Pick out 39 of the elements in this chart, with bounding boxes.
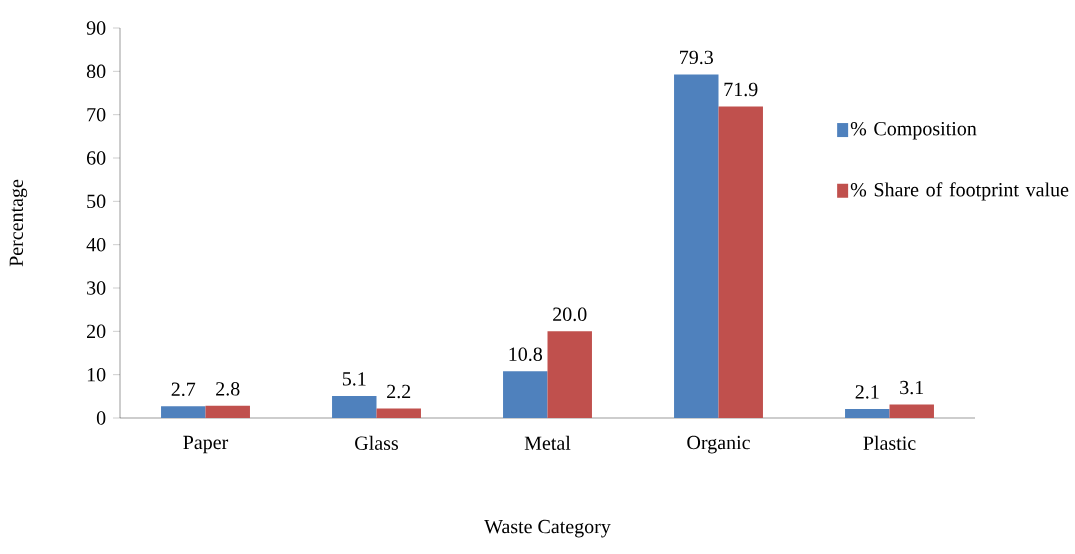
y-tick-label: 40 (86, 237, 106, 252)
bar (161, 406, 206, 418)
bar (332, 395, 377, 418)
bar (205, 405, 250, 418)
y-tick-label: 80 (86, 64, 106, 79)
y-tick-label: 0 (96, 411, 106, 425)
y-tick-label: 90 (86, 21, 106, 35)
data-label: 2.8 (216, 382, 240, 396)
data-label: 5.1 (342, 372, 366, 386)
y-tick-label: 10 (87, 367, 106, 382)
x-tick-label: Paper (183, 435, 229, 454)
bar (718, 106, 763, 418)
bar (376, 408, 421, 418)
x-tick-label: Plastic (863, 435, 916, 450)
x-tick-label: Metal (524, 435, 571, 450)
bar (845, 408, 890, 418)
data-label: 2.7 (171, 382, 196, 397)
data-label: 2.1 (855, 385, 879, 399)
y-tick-label: 30 (87, 281, 106, 295)
y-tick-label: 70 (87, 107, 106, 122)
bar (503, 371, 548, 418)
y-tick-label: 60 (87, 151, 106, 165)
legend-label: % Composition (850, 121, 977, 140)
y-axis-title: Percentage (9, 179, 28, 267)
y-tick-label: 50 (87, 194, 106, 209)
data-label: 2.2 (387, 384, 411, 399)
bar (674, 74, 719, 418)
x-tick-label: Organic (687, 435, 750, 454)
y-tick-label: 20 (87, 324, 106, 339)
legend-label: % Share of footprint value (850, 182, 1069, 201)
data-label: 3.1 (900, 380, 924, 395)
data-label: 10.8 (509, 347, 543, 361)
x-tick-label: Glass (355, 435, 398, 450)
data-label: 71.9 (724, 82, 758, 97)
x-axis-title: Waste Category (484, 519, 611, 538)
bar (889, 404, 934, 418)
bar (547, 331, 592, 418)
data-label: 79.3 (680, 50, 713, 65)
data-label: 20.0 (553, 307, 587, 322)
